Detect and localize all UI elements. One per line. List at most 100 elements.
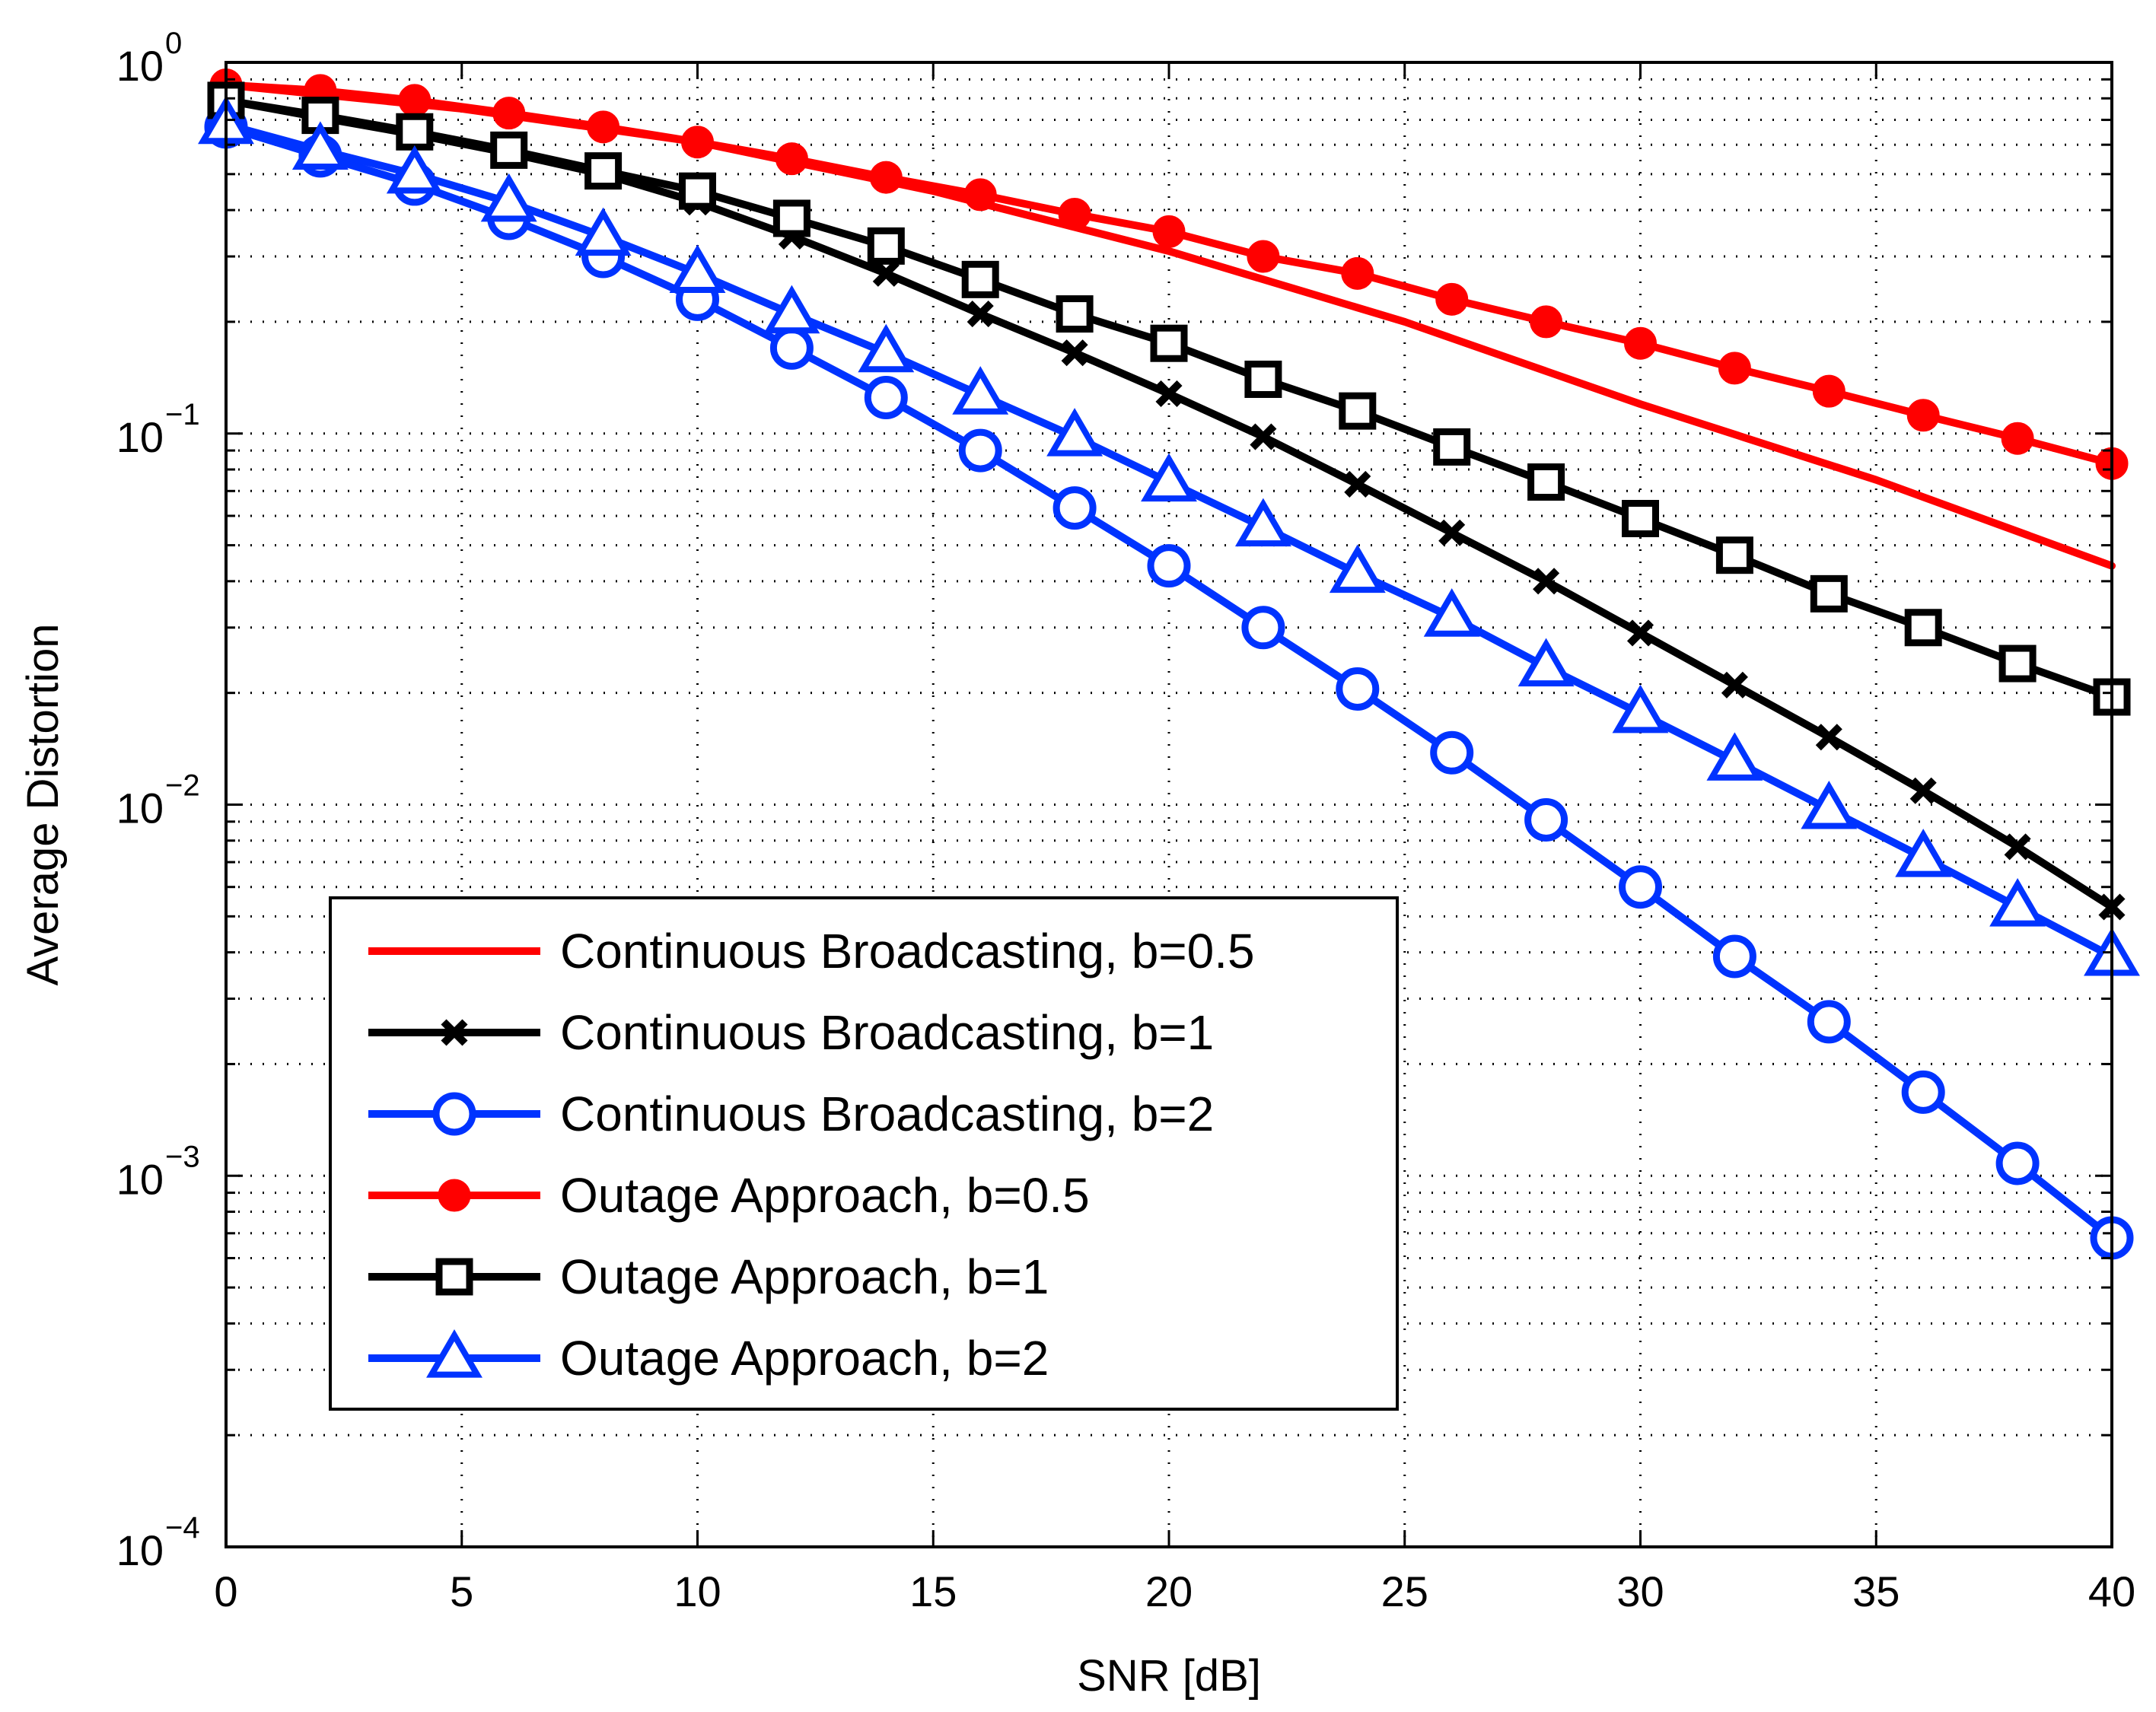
marker-square	[1244, 360, 1282, 398]
marker-circle	[1712, 934, 1756, 979]
marker-dot	[775, 142, 808, 176]
marker-triangle	[1989, 878, 2046, 927]
marker-triangle	[1329, 544, 1386, 593]
marker-square	[396, 113, 434, 151]
marker-dot	[1058, 197, 1091, 231]
marker-triangle	[1517, 638, 1575, 687]
marker-triangle	[763, 285, 820, 334]
legend-entry-1: Continuous Broadcasting, b=0.5	[368, 924, 1255, 979]
marker-triangle	[1801, 780, 1858, 829]
marker-triangle	[1706, 732, 1763, 781]
x-tick-label: 35	[1852, 1567, 1900, 1615]
marker-square	[1433, 428, 1471, 466]
marker-triangle	[1423, 588, 1480, 637]
marker-square	[1810, 574, 1848, 613]
marker-dot	[963, 178, 997, 212]
legend-label: Outage Approach, b=2	[560, 1331, 1049, 1386]
y-tick-label: 10	[116, 784, 164, 832]
marker-dot	[1247, 240, 1280, 273]
marker-dot	[492, 97, 526, 130]
marker-dot	[1624, 326, 1657, 360]
y-tick-label-exponent: −3	[165, 1140, 200, 1173]
marker-dot	[2001, 422, 2034, 455]
marker-triangle	[575, 207, 632, 256]
marker-square	[961, 260, 999, 298]
marker-x	[2004, 833, 2031, 861]
y-tick-label-exponent: −4	[165, 1511, 200, 1545]
marker-circle	[1619, 865, 1662, 909]
legend-label: Continuous Broadcasting, b=2	[560, 1087, 1214, 1141]
marker-triangle	[480, 173, 537, 222]
marker-circle	[958, 428, 1002, 473]
legend-label: Outage Approach, b=1	[560, 1249, 1049, 1304]
marker-circle	[1147, 544, 1191, 588]
marker-dot	[1152, 215, 1186, 248]
marker-x	[1721, 671, 1748, 698]
legend-entry-6: Outage Approach, b=2	[368, 1329, 1049, 1386]
marker-circle	[1336, 667, 1380, 711]
marker-dot	[1812, 374, 1845, 408]
marker-x	[967, 301, 994, 328]
y-tick-label-exponent: −2	[165, 769, 200, 803]
x-tick-label: 5	[450, 1567, 473, 1615]
y-tick-label-exponent: −1	[165, 398, 200, 431]
marker-x	[1533, 568, 1560, 595]
marker-x	[1626, 619, 1654, 647]
plot-series	[198, 68, 2140, 1260]
marker-square	[1150, 324, 1188, 362]
marker-square	[1056, 295, 1094, 333]
x-tick-label: 10	[674, 1567, 721, 1615]
marker-circle	[1430, 730, 1474, 775]
marker-square	[772, 199, 810, 237]
marker-x	[1909, 777, 1937, 804]
x-tick-label: 0	[214, 1567, 237, 1615]
legend-label: Outage Approach, b=0.5	[560, 1168, 1090, 1223]
marker-square	[584, 152, 623, 190]
marker-triangle	[1612, 684, 1669, 733]
marker-circle	[1241, 606, 1285, 650]
marker-triangle	[1046, 408, 1103, 457]
marker-square	[1339, 392, 1377, 430]
marker-square	[1622, 500, 1659, 538]
x-tick-label: 30	[1616, 1567, 1664, 1615]
legend-entry-5: Outage Approach, b=1	[368, 1249, 1049, 1304]
legend-entry-3: Continuous Broadcasting, b=2	[368, 1087, 1214, 1141]
marker-square	[1998, 644, 2037, 683]
marker-square	[867, 227, 905, 265]
y-tick-label-exponent: 0	[165, 27, 182, 60]
marker-triangle	[1234, 498, 1291, 547]
marker-circle	[769, 326, 814, 370]
y-axis-label: Average Distortion	[18, 623, 68, 985]
legend: Continuous Broadcasting, b=0.5 Continuous…	[329, 896, 1399, 1411]
marker-triangle	[291, 121, 349, 170]
marker-x	[872, 259, 900, 287]
marker-circle	[1807, 1000, 1851, 1044]
y-tick-label: 10	[116, 413, 164, 461]
marker-circle	[1053, 486, 1097, 530]
marker-x	[1815, 724, 1842, 751]
y-tick-label: 10	[116, 1526, 164, 1574]
y-tick-label: 10	[116, 42, 164, 90]
marker-dot	[1718, 352, 1751, 385]
marker-triangle	[1141, 453, 1197, 502]
marker-triangle	[386, 145, 443, 194]
x-tick-label: 25	[1381, 1567, 1428, 1615]
x-tick-label: 20	[1145, 1567, 1193, 1615]
marker-circle	[1524, 797, 1568, 842]
x-axis-label: SNR [dB]	[1077, 1651, 1261, 1701]
marker-dot	[398, 84, 432, 117]
marker-x	[1250, 423, 1277, 450]
marker-square	[1715, 536, 1753, 574]
marker-x	[1061, 339, 1088, 367]
marker-triangle	[426, 1329, 482, 1378]
marker-dot	[869, 161, 903, 194]
marker-square	[1904, 609, 1942, 647]
marker-dot	[1530, 305, 1563, 339]
legend-entry-4: Outage Approach, b=0.5	[368, 1168, 1090, 1223]
x-tick-label: 15	[909, 1567, 957, 1615]
legend-label: Continuous Broadcasting, b=0.5	[560, 924, 1255, 979]
marker-dot	[1341, 256, 1374, 290]
legend-box	[329, 896, 1399, 1411]
